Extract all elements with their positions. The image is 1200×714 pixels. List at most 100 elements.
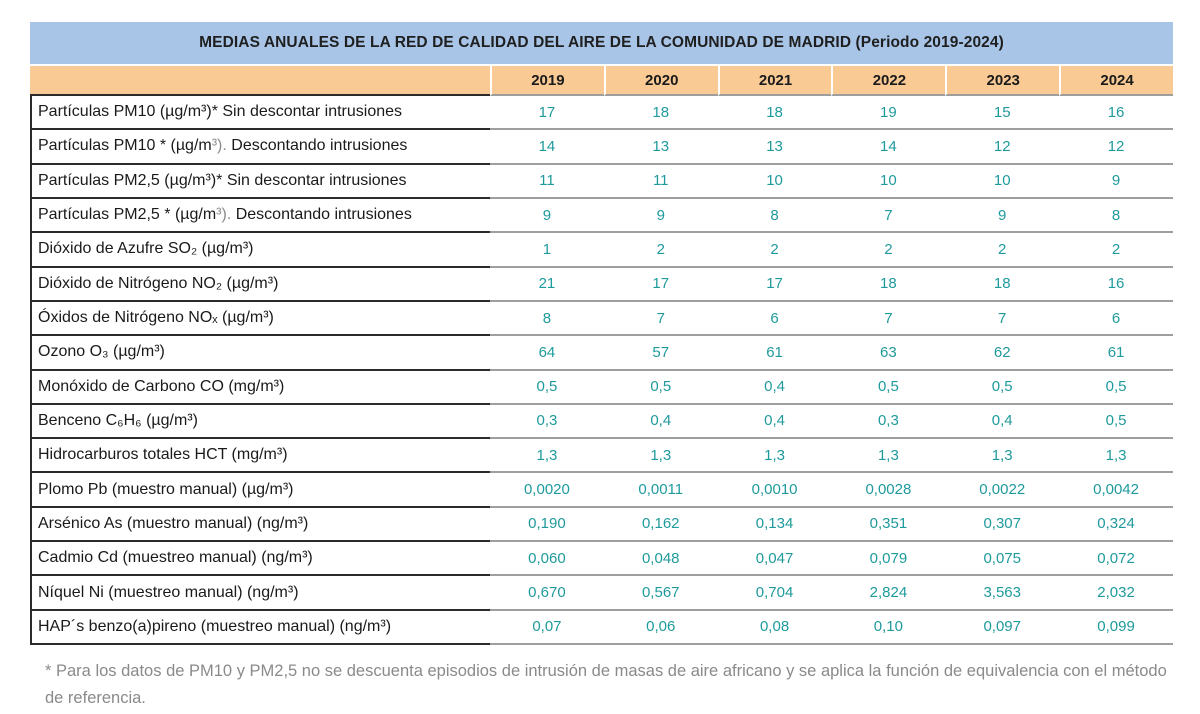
row-label: Arsénico As (muestro manual) (ng/m³) [30,507,490,543]
row-label-text: Níquel Ni (muestreo manual) (ng/m³) [38,583,299,601]
table-row: Monóxido de Carbono CO (mg/m³) 0,5 0,5 0,4 0… [30,370,1173,405]
value-cell: 16 [1059,268,1173,302]
value-cell: 6 [717,302,832,337]
table-row: Partículas PM10 * (µg/m ³). Descontando i… [30,130,1173,165]
value-cell: 61 [1059,336,1173,371]
table-row: Partículas PM2,5 * (µg/m ³). Descontando … [30,198,1173,234]
value-cell: 0,670 [490,576,604,611]
value-cell: 0,4 [717,371,832,405]
value-cell: 9 [945,199,1060,234]
value-cell: 18 [945,268,1060,302]
table-row: Óxidos de Nitrógeno NOₓ (µg/m³) 8 7 6 7 7 6 [30,301,1173,337]
row-label-text: Descontando intrusiones [235,206,412,224]
row-label-text: HAP´s benzo(a)pireno (muestreo manual) (… [38,617,392,635]
value-cell: 17 [603,268,718,302]
year-header-cell: 2019 [490,66,604,96]
table-row: Ozono O₃ (µg/m³) 64 57 61 63 62 61 [30,336,1173,371]
year-header-cell: 2023 [945,66,1060,96]
row-label-text: Partículas PM2,5 * (µg/m [38,206,217,224]
value-cell: 0,075 [945,542,1060,577]
value-cell: 64 [490,336,604,371]
row-label: Dióxido de Nitrógeno NO₂ (µg/m³) [30,267,490,302]
value-cell: 2,824 [831,576,946,611]
row-label: Partículas PM2,5 * (µg/m ³). Descontando … [30,198,490,234]
value-cell: 1,3 [831,439,946,474]
value-cell: 18 [831,268,946,302]
row-label: Partículas PM10 * (µg/m ³). Descontando i… [30,130,490,165]
value-cell: 12 [1059,130,1173,165]
value-cell: 0,079 [831,542,946,577]
value-cell: 10 [945,165,1060,199]
row-label-text: Óxidos de Nitrógeno NOₓ (µg/m³) [38,309,274,327]
value-cell: 61 [717,336,832,371]
value-cell: 16 [1059,96,1173,131]
value-cell: 0,4 [603,405,718,440]
value-cell: 0,06 [603,611,718,645]
air-quality-table: MEDIAS ANUALES DE LA RED DE CALIDAD DEL … [30,22,1173,645]
row-label-text: Cadmio Cd (muestreo manual) (ng/m³) [38,549,313,567]
value-cell: 7 [603,302,718,337]
footnote: * Para los datos de PM10 y PM2,5 no se d… [45,662,1167,707]
value-cell: 14 [490,130,604,165]
value-cell: 7 [831,199,946,234]
value-cell: 0,047 [717,542,832,577]
row-label: HAP´s benzo(a)pireno (muestreo manual) (… [30,610,490,645]
value-cell: 9 [603,199,718,234]
table-row: Níquel Ni (muestreo manual) (ng/m³) 0,670… [30,576,1173,611]
value-cell: 10 [831,165,946,199]
year-header-cell: 2022 [831,66,946,96]
value-cell: 11 [490,165,604,199]
value-cell: 15 [945,96,1060,131]
value-cell: 7 [945,302,1060,337]
value-cell: 0,4 [717,405,832,440]
value-cell: 0,4 [945,405,1060,440]
table-row: HAP´s benzo(a)pireno (muestreo manual) (… [30,610,1173,645]
value-cell: 0,0042 [1059,473,1173,508]
value-cell: 0,704 [717,576,832,611]
value-cell: 2 [945,233,1060,268]
value-cell: 2 [1059,233,1173,268]
value-cell: 1,3 [1059,439,1173,474]
value-cell: 0,567 [603,576,718,611]
value-cell: 2,032 [1059,576,1173,611]
table-row: Arsénico As (muestro manual) (ng/m³) 0,19… [30,507,1173,543]
row-label-text: Monóxido de Carbono CO (mg/m³) [38,377,285,395]
value-cell: 57 [603,336,718,371]
table-row: Partículas PM10 (µg/m³)* Sin descontar i… [30,96,1173,131]
value-cell: 0,0010 [717,473,832,508]
row-label-text: ³). [216,206,236,224]
row-label-text: Dióxido de Azufre SO₂ (µg/m³) [38,240,254,258]
value-cell: 0,0022 [945,473,1060,508]
value-cell: 13 [717,130,832,165]
row-label-text: ³). [211,137,232,155]
table-body: Partículas PM10 (µg/m³)* Sin descontar i… [30,96,1173,645]
value-cell: 6 [1059,302,1173,337]
value-cell: 0,5 [1059,371,1173,405]
row-label-text: Plomo Pb (muestro manual) (µg/m³) [38,480,294,498]
row-label: Dióxido de Azufre SO₂ (µg/m³) [30,233,490,268]
year-header-cell: 2024 [1059,66,1173,96]
value-cell: 2 [831,233,946,268]
value-cell: 2 [717,233,832,268]
value-cell: 8 [717,199,832,234]
value-cell: 21 [490,268,604,302]
row-label: Plomo Pb (muestro manual) (µg/m³) [30,473,490,508]
row-label: Partículas PM2,5 (µg/m³)* Sin descontar … [30,164,490,199]
value-cell: 11 [603,165,718,199]
value-cell: 12 [945,130,1060,165]
year-header-spacer [30,66,490,96]
table-row: Partículas PM2,5 (µg/m³)* Sin descontar … [30,164,1173,199]
value-cell: 0,3 [490,405,604,440]
row-label-text: Hidrocarburos totales HCT (mg/m³) [38,446,288,464]
value-cell: 9 [490,199,604,234]
value-cell: 0,099 [1059,611,1173,645]
value-cell: 18 [603,96,718,131]
value-cell: 0,0011 [603,473,718,508]
value-cell: 0,5 [945,371,1060,405]
value-cell: 1 [490,233,604,268]
value-cell: 1,3 [603,439,718,474]
row-label-text: Ozono O₃ (µg/m³) [38,343,165,361]
value-cell: 17 [717,268,832,302]
table-title: MEDIAS ANUALES DE LA RED DE CALIDAD DEL … [30,22,1173,64]
row-label: Níquel Ni (muestreo manual) (ng/m³) [30,576,490,611]
